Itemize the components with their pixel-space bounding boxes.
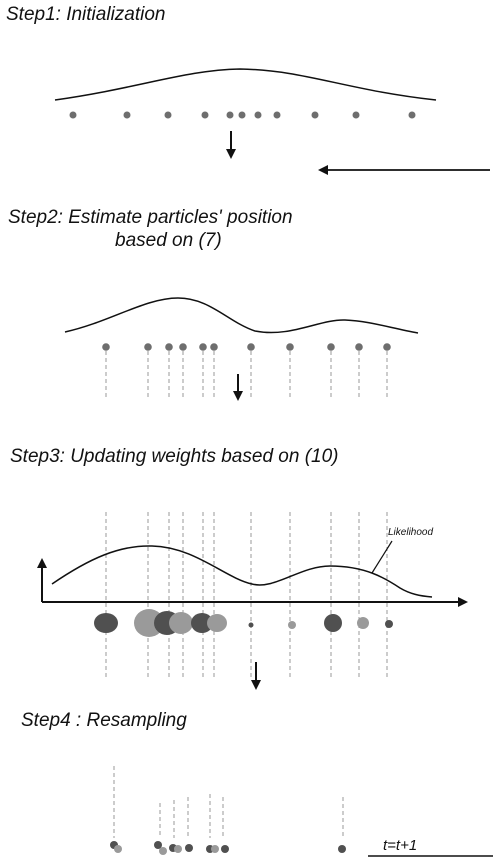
resampled-particle — [338, 845, 346, 853]
particle — [352, 111, 360, 119]
time-update-label: t=t+1 — [383, 837, 418, 854]
weighted-particle — [169, 612, 193, 634]
weighted-particle — [94, 613, 118, 633]
particle — [226, 111, 234, 119]
resampled-particle — [154, 841, 162, 849]
particle — [165, 343, 173, 351]
particle — [123, 111, 131, 119]
resampled-particle — [185, 844, 193, 852]
particle — [383, 343, 391, 351]
weighted-particle — [385, 620, 393, 628]
particle — [201, 111, 209, 119]
particle — [327, 343, 335, 351]
resampled-particle — [114, 845, 122, 853]
predicted-particles — [102, 343, 391, 351]
particle — [199, 343, 207, 351]
particle — [144, 343, 152, 351]
resampled-particle — [174, 845, 182, 853]
particle — [102, 343, 110, 351]
particle — [286, 343, 294, 351]
particle — [210, 343, 218, 351]
resampled-particle-lines — [113, 766, 344, 838]
particle — [164, 111, 172, 119]
particle — [247, 343, 255, 351]
weighted-particle — [357, 617, 369, 629]
resampled-particle — [221, 845, 229, 853]
step2-title-line1: Step2: Estimate particles' position — [8, 207, 293, 228]
weight-update-lines — [105, 512, 388, 680]
particle — [273, 111, 281, 119]
particle — [408, 111, 416, 119]
likelihood-curve — [51, 545, 433, 598]
resampled-particle — [211, 845, 219, 853]
weighted-particles — [94, 609, 393, 637]
weighted-particle — [288, 621, 296, 629]
predicted-particle-lines — [105, 351, 388, 398]
likelihood-label: Likelihood — [388, 527, 434, 538]
step4-title: Step4 : Resampling — [21, 710, 187, 731]
particle — [254, 111, 262, 119]
weighted-particle — [248, 622, 254, 628]
resampled-particle — [159, 847, 167, 855]
step2-title-line2: based on (7) — [115, 230, 222, 251]
step3-title: Step3: Updating weights based on (10) — [10, 446, 339, 467]
initial-distribution-curve — [54, 68, 437, 101]
particle — [238, 111, 246, 119]
weighted-particle — [207, 614, 227, 632]
particle — [179, 343, 187, 351]
initial-particles — [69, 111, 416, 119]
likelihood-pointer — [371, 540, 393, 574]
weighted-particle — [324, 614, 342, 632]
step1-title: Step1: Initialization — [6, 4, 166, 25]
particle — [355, 343, 363, 351]
particle — [311, 111, 319, 119]
resampled-particles — [110, 841, 346, 855]
weighted-particle — [191, 613, 213, 633]
predicted-distribution-curve — [64, 297, 419, 334]
particle — [69, 111, 77, 119]
step2-title: Step2: Estimate particles' position base… — [8, 206, 293, 252]
